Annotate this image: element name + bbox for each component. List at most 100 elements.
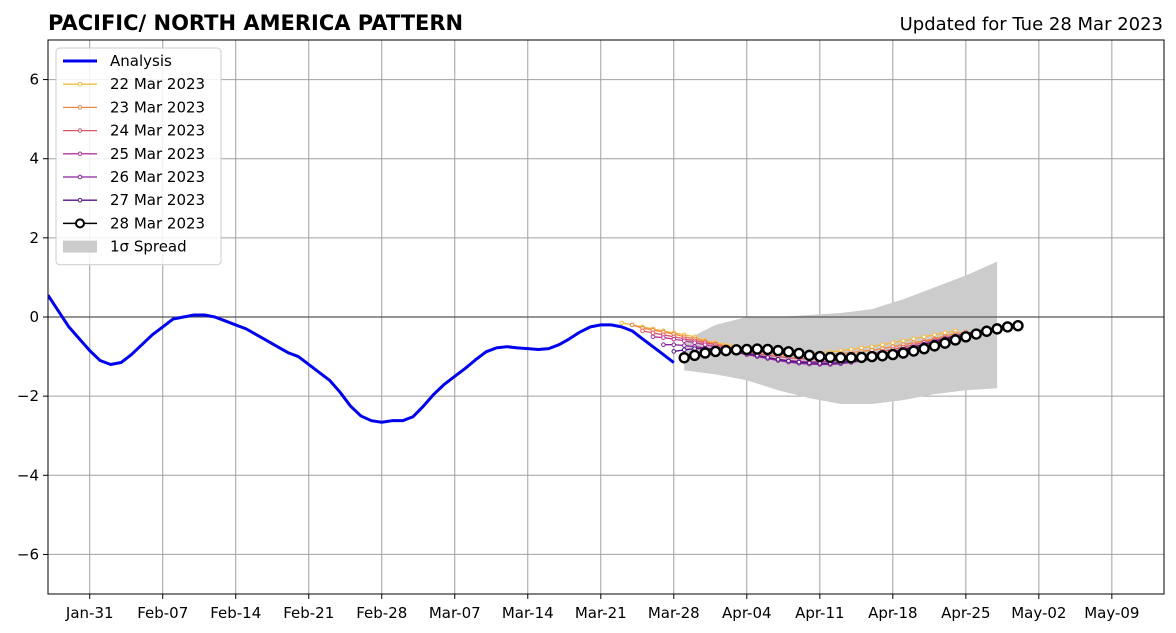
x-tick-label: Apr-25 [941, 604, 991, 622]
x-tick-label: Mar-07 [429, 604, 481, 622]
data-point [671, 336, 677, 342]
data-point [650, 334, 656, 340]
data-point [688, 349, 701, 362]
y-tick-label: 2 [29, 229, 39, 247]
data-point [855, 351, 868, 364]
data-point [730, 344, 743, 356]
data-point [897, 347, 909, 359]
legend-swatch [63, 81, 97, 87]
data-point [671, 342, 677, 348]
legend-swatch-marker [75, 218, 85, 229]
series-0 [48, 294, 675, 424]
x-tick-label: Apr-04 [722, 604, 772, 622]
y-tick-label: −2 [17, 387, 39, 405]
data-point [796, 359, 802, 365]
legend-box [55, 47, 222, 266]
x-axis-ticks: Jan-31 Feb-07 Feb-14 Feb-21 Feb-28 Mar-07 Mar-… [65, 594, 1139, 622]
data-point [709, 345, 722, 358]
data-point [671, 349, 677, 354]
legend-swatch [63, 218, 97, 229]
data-point [866, 350, 878, 363]
x-tick-label: Feb-07 [137, 604, 188, 622]
data-point [890, 340, 896, 346]
data-point [629, 322, 635, 328]
data-point [761, 343, 774, 356]
data-point [921, 334, 927, 340]
data-point [869, 344, 875, 349]
data-point [661, 342, 666, 348]
spread-band [684, 261, 998, 405]
data-point [845, 352, 857, 364]
x-tick-label: Mar-21 [575, 604, 627, 622]
data-point [681, 347, 687, 353]
data-point [793, 347, 805, 360]
data-point [786, 358, 791, 364]
data-point [949, 334, 962, 346]
data-point [970, 328, 982, 340]
data-point [772, 344, 784, 357]
legend-label: 28 Mar 2023 [110, 214, 205, 232]
data-point [911, 336, 916, 342]
x-tick-label: Jan-31 [65, 604, 114, 622]
legend: Analysis 22 Mar 2023 23 Mar 2023 24 Mar 202… [55, 47, 222, 266]
legend-swatch-marker [77, 197, 83, 203]
data-point [720, 344, 732, 357]
data-point [859, 345, 864, 351]
data-point [692, 340, 697, 346]
series-line [48, 294, 675, 424]
y-tick-label: −4 [17, 466, 39, 484]
data-point [928, 340, 941, 352]
data-point [650, 330, 656, 336]
y-tick-label: −6 [17, 545, 39, 563]
data-point [803, 349, 816, 362]
legend-swatch [63, 197, 97, 203]
legend-label: 22 Mar 2023 [110, 75, 205, 93]
data-point [960, 331, 972, 343]
data-point [640, 328, 645, 334]
legend-swatch [63, 105, 97, 110]
y-tick-label: 0 [29, 308, 39, 326]
y-tick-label: 4 [29, 150, 39, 168]
data-point [681, 343, 687, 348]
legend-swatch-marker [77, 151, 83, 157]
legend-swatch-marker [77, 128, 83, 133]
data-point [991, 323, 1003, 335]
legend-label: Analysis [110, 52, 172, 70]
legend-label: 25 Mar 2023 [110, 145, 205, 163]
legend-swatch [63, 174, 97, 180]
data-point [834, 352, 847, 364]
data-point [939, 337, 951, 349]
data-point [775, 357, 781, 362]
x-tick-label: Feb-28 [356, 604, 407, 622]
legend-swatch [63, 151, 97, 157]
data-point [681, 338, 687, 344]
data-point [918, 342, 930, 355]
data-point [876, 350, 889, 362]
series-7 [678, 320, 1024, 364]
data-point [782, 346, 795, 358]
x-tick-label: May-02 [1011, 604, 1066, 622]
legend-swatch-marker [77, 81, 83, 87]
chart-title: PACIFIC/ NORTH AMERICA PATTERN [48, 11, 463, 35]
data-point [880, 342, 885, 348]
data-point [699, 347, 711, 359]
legend-swatch [63, 128, 97, 133]
legend-swatch-marker [77, 105, 83, 110]
data-point [1001, 321, 1014, 333]
data-point [678, 352, 690, 364]
spread-area [684, 261, 998, 405]
data-point [619, 320, 624, 326]
data-point [741, 343, 753, 356]
legend-label: 1σ Spread [110, 238, 187, 256]
data-point [932, 332, 937, 338]
data-point [661, 335, 666, 340]
legend-label: 27 Mar 2023 [110, 191, 205, 209]
x-tick-label: Apr-18 [868, 604, 918, 622]
x-tick-label: Mar-14 [502, 604, 554, 622]
legend-label: 24 Mar 2023 [110, 122, 205, 140]
legend-swatch-marker [77, 174, 83, 180]
data-point [980, 325, 993, 337]
series-group [48, 294, 1024, 424]
data-point [814, 350, 826, 363]
